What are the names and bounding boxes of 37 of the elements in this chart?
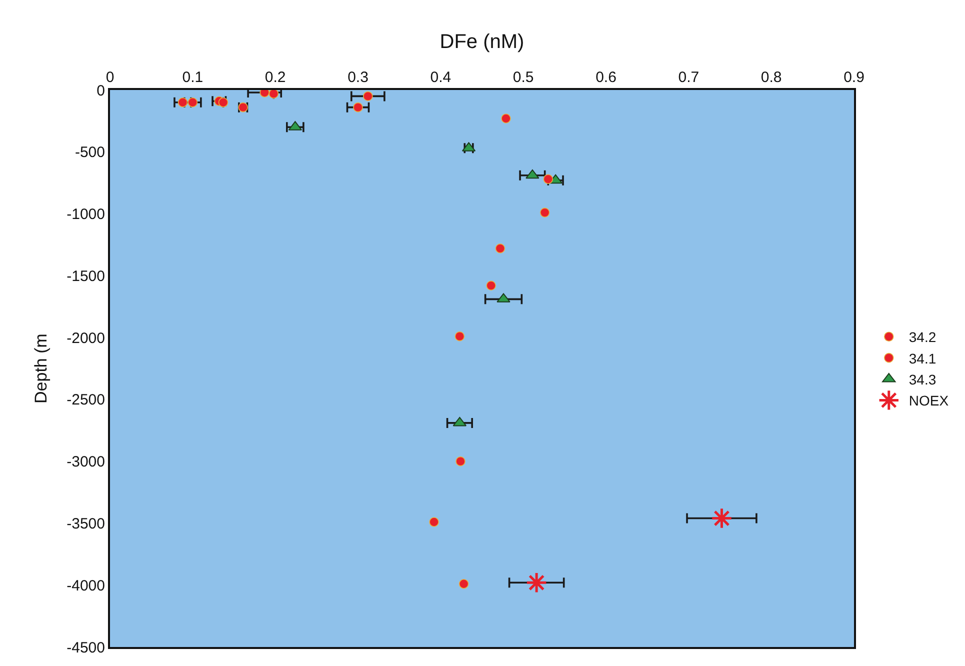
point	[543, 174, 554, 184]
x-tick-label: 0.1	[182, 69, 204, 86]
y-tick-label: -3500	[66, 515, 105, 532]
y-tick-label: 0	[96, 82, 105, 100]
x-axis-title: DFe (nM)	[440, 31, 524, 53]
point	[495, 244, 506, 254]
y-tick-label: -2000	[66, 330, 105, 347]
y-tick-label: -1500	[66, 268, 105, 285]
y-tick-label: -1000	[66, 206, 105, 224]
point	[458, 578, 469, 589]
x-tick-label: 0.9	[844, 69, 864, 86]
point	[456, 456, 466, 466]
y-tick-label: -500	[74, 144, 105, 162]
point	[486, 280, 496, 290]
point	[429, 517, 439, 527]
x-tick-label: 0.5	[512, 69, 534, 86]
y-axis-title: Depth (m	[32, 334, 51, 404]
y-tick-label: -2500	[66, 392, 105, 409]
point	[540, 208, 550, 218]
x-tick-label: 0.6	[596, 69, 616, 86]
x-tick-label: 0.7	[678, 69, 700, 86]
legend-label: NOEX	[908, 392, 950, 409]
x-tick-label: 0.4	[430, 69, 452, 86]
point	[526, 169, 540, 179]
y-tick-label: -4000	[66, 577, 105, 594]
legend-label: 34.1	[908, 350, 936, 366]
point	[526, 572, 548, 594]
y-tick-label: -4500	[66, 639, 105, 656]
point	[710, 507, 733, 530]
x-tick-label: 0.2	[264, 69, 286, 86]
point	[501, 114, 511, 124]
point	[454, 331, 465, 342]
legend-label: 34.3	[908, 371, 936, 388]
y-tick-label: -3000	[66, 454, 105, 471]
x-tick-label: 0.8	[760, 69, 782, 86]
x-tick-label: 0.3	[348, 69, 368, 86]
legend-label: 34.2	[908, 329, 936, 346]
